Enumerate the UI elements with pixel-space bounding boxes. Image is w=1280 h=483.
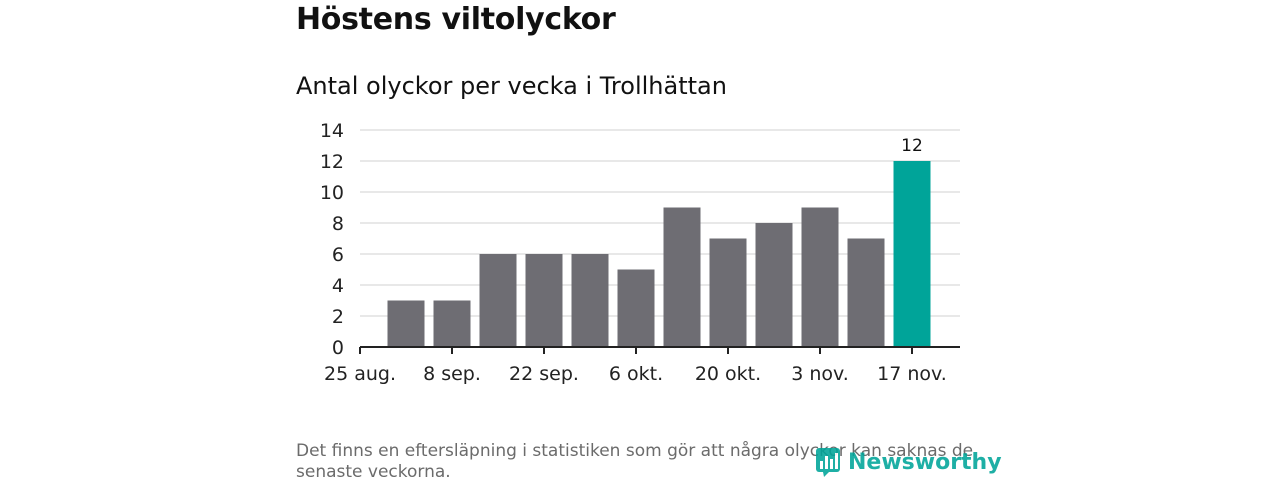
bar <box>433 300 471 347</box>
y-tick-label: 10 <box>320 182 344 204</box>
bar <box>479 254 517 347</box>
brand-name: Newsworthy <box>848 449 1002 475</box>
y-tick-label: 8 <box>332 213 344 235</box>
y-tick-label: 6 <box>332 244 344 266</box>
y-tick-label: 12 <box>320 151 344 173</box>
bar <box>571 254 609 347</box>
brand-logo: Newsworthy <box>815 447 1002 477</box>
x-tick-label: 22 sep. <box>509 363 579 385</box>
bar <box>847 238 885 347</box>
x-tick-label: 8 sep. <box>423 363 481 385</box>
x-tick-label: 17 nov. <box>877 363 947 385</box>
bar <box>617 269 655 347</box>
bar <box>387 300 425 347</box>
x-tick-label: 20 okt. <box>695 363 761 385</box>
y-tick-label: 4 <box>332 275 344 297</box>
x-tick-label: 25 aug. <box>324 363 396 385</box>
y-tick-label: 0 <box>332 337 344 359</box>
bar <box>755 223 793 347</box>
x-tick-label: 6 okt. <box>609 363 663 385</box>
bar <box>663 207 701 347</box>
bar <box>801 207 839 347</box>
footnote: Det finns en eftersläpning i statistiken… <box>296 441 974 482</box>
bar-highlight <box>893 161 931 347</box>
chart-subtitle: Antal olyckor per vecka i Trollhättan <box>296 72 727 100</box>
y-tick-label: 14 <box>320 120 344 142</box>
chart-title: Höstens viltolyckor <box>296 2 616 37</box>
bar <box>709 238 747 347</box>
newsworthy-logo-icon <box>816 448 840 477</box>
x-tick-label: 3 nov. <box>791 363 849 385</box>
bar <box>525 254 563 347</box>
y-tick-label: 2 <box>332 306 344 328</box>
data-label: 12 <box>901 136 923 156</box>
